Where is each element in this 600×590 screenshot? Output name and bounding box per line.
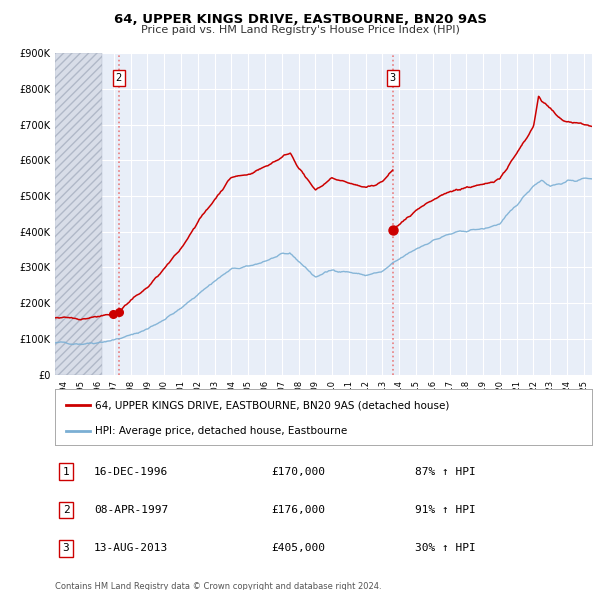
- Text: 91% ↑ HPI: 91% ↑ HPI: [415, 505, 476, 515]
- Text: 30% ↑ HPI: 30% ↑ HPI: [415, 543, 476, 553]
- Text: £176,000: £176,000: [271, 505, 325, 515]
- Text: 3: 3: [62, 543, 70, 553]
- Text: Contains HM Land Registry data © Crown copyright and database right 2024.: Contains HM Land Registry data © Crown c…: [55, 582, 382, 590]
- Text: 64, UPPER KINGS DRIVE, EASTBOURNE, BN20 9AS (detached house): 64, UPPER KINGS DRIVE, EASTBOURNE, BN20 …: [95, 400, 450, 410]
- Text: 08-APR-1997: 08-APR-1997: [94, 505, 169, 515]
- Text: HPI: Average price, detached house, Eastbourne: HPI: Average price, detached house, East…: [95, 427, 348, 437]
- Text: Price paid vs. HM Land Registry's House Price Index (HPI): Price paid vs. HM Land Registry's House …: [140, 25, 460, 35]
- Text: 64, UPPER KINGS DRIVE, EASTBOURNE, BN20 9AS: 64, UPPER KINGS DRIVE, EASTBOURNE, BN20 …: [113, 13, 487, 26]
- Text: 3: 3: [390, 73, 396, 83]
- Text: 16-DEC-1996: 16-DEC-1996: [94, 467, 169, 477]
- Text: 87% ↑ HPI: 87% ↑ HPI: [415, 467, 476, 477]
- Text: £405,000: £405,000: [271, 543, 325, 553]
- Bar: [55, 53, 102, 375]
- Text: 2: 2: [62, 505, 70, 515]
- Text: 2: 2: [116, 73, 122, 83]
- Text: 13-AUG-2013: 13-AUG-2013: [94, 543, 169, 553]
- Text: 1: 1: [62, 467, 70, 477]
- Text: £170,000: £170,000: [271, 467, 325, 477]
